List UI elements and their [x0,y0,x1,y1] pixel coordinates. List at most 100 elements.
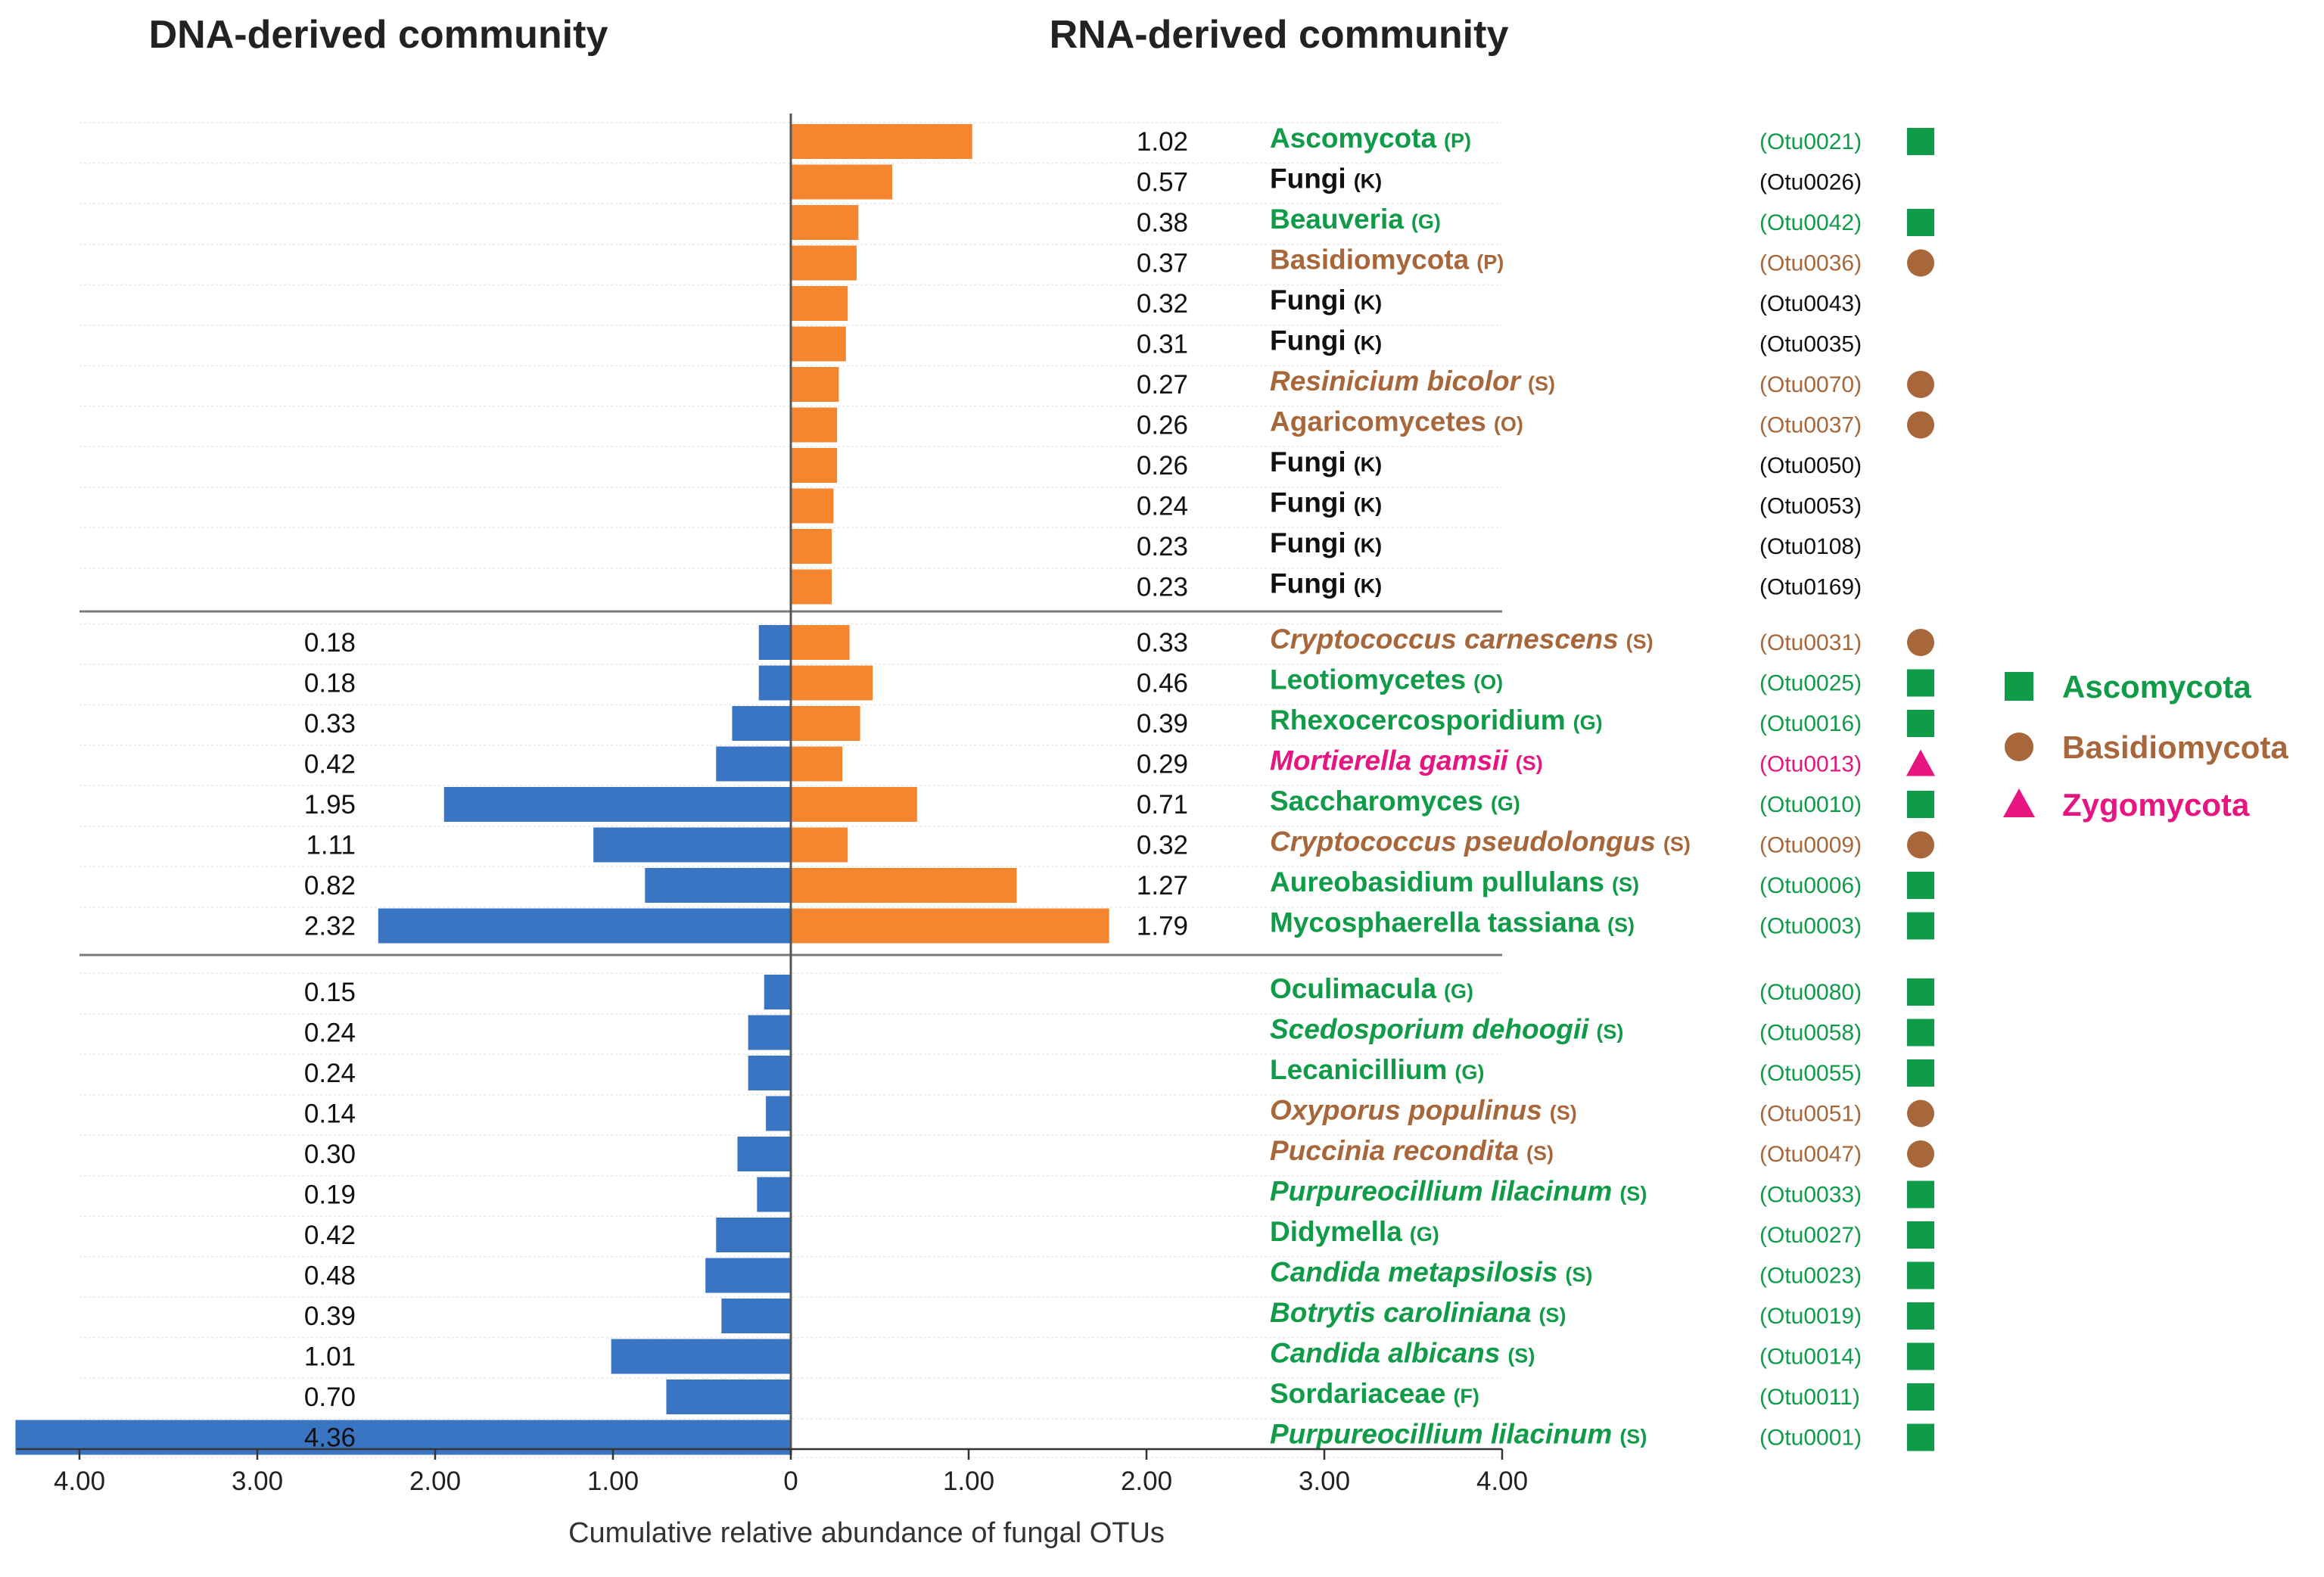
otu-id: (Otu0070) [1759,372,1862,397]
otu-id: (Otu0047) [1759,1142,1862,1167]
taxon-label: Purpureocillium lilacinum (S) [1270,1176,1647,1207]
rna-value-label: 0.57 [1137,168,1188,198]
taxon-label: Fungi (K) [1270,527,1382,558]
rna-bar [791,164,892,200]
taxon-name: Oculimacula [1270,973,1436,1004]
taxon-label: Oculimacula (G) [1270,973,1473,1004]
otu-id: (Otu0027) [1759,1223,1862,1248]
taxon-rank: (S) [1619,1183,1647,1205]
rna-value-label: 1.27 [1137,871,1188,900]
x-tick-label: 4.00 [54,1467,105,1496]
dna-value-label: 0.19 [304,1180,356,1210]
value-labels: 1.02 0.57 0.38 0.37 0.32 0.31 0.27 0.26 0.26 0.24… [304,127,1188,1453]
otu-id: (Otu0043) [1759,291,1862,316]
rna-value-label: 0.46 [1137,669,1188,698]
rna-value-label: 0.39 [1137,709,1188,739]
otu-id: (Otu0051) [1759,1102,1862,1127]
basidiomycota-circle-icon [1907,629,1934,656]
dna-bar [757,1177,791,1212]
taxon-name: Resinicium bicolor [1270,365,1523,397]
otu-id: (Otu0026) [1759,170,1862,195]
taxon-name: Fungi [1270,568,1346,599]
dna-bar [645,868,791,903]
dna-bar [764,975,791,1009]
rna-bar [791,205,859,240]
otu-id: (Otu0037) [1759,413,1862,438]
dna-bar [766,1096,791,1131]
taxon-rank: (G) [1573,711,1603,734]
dna-bar [705,1258,791,1293]
dna-value-label: 0.82 [304,871,356,900]
rna-value-label: 0.29 [1137,750,1188,779]
taxon-label: Candida albicans (S) [1270,1338,1535,1369]
taxon-name: Agaricomycetes [1270,406,1486,437]
dna-bar [378,908,791,944]
taxon-label: Fungi (K) [1270,325,1382,356]
taxon-rank: (S) [1663,833,1691,856]
ascomycota-square-icon [1907,872,1934,899]
x-tick-label: 0 [783,1467,798,1496]
otu-id: (Otu0014) [1759,1345,1862,1370]
dna-bar [732,706,791,741]
x-tick-label: 3.00 [232,1467,283,1496]
rna-bar [791,245,857,281]
ascomycota-square-icon [1907,1423,1934,1451]
taxon-name: Fungi [1270,487,1346,518]
taxon-rank: (S) [1507,1345,1535,1367]
otu-id: (Otu0033) [1759,1183,1862,1208]
ascomycota-square-icon [1907,209,1934,236]
otu-id: (Otu0042) [1759,210,1862,235]
rna-value-label: 0.26 [1137,411,1188,440]
dna-value-label: 0.30 [304,1140,356,1169]
otu-id: (Otu0010) [1759,792,1862,817]
ascomycota-square-icon [1907,1180,1934,1208]
taxon-label: Fungi (K) [1270,568,1382,599]
row-guides [79,122,1502,1458]
dna-value-label: 0.18 [304,628,356,658]
ascomycota-square-icon [1907,669,1934,697]
dna-value-label: 1.01 [304,1342,356,1372]
taxon-rank: (O) [1494,413,1523,436]
taxon-name: Fungi [1270,446,1346,477]
rna-bar [791,286,848,321]
ascomycota-square-icon [1907,1019,1934,1047]
dna-value-label: 0.24 [304,1019,356,1048]
otu-id: (Otu0009) [1759,833,1862,858]
taxon-rank: (S) [1596,1021,1623,1044]
rna-value-label: 0.24 [1137,492,1188,521]
rna-bar [791,407,838,443]
taxon-name: Aureobasidium pullulans [1270,866,1604,897]
taxon-rank: (S) [1565,1264,1592,1286]
dna-value-label: 0.18 [304,669,356,698]
otu-id: (Otu0013) [1759,752,1862,777]
taxon-name: Rhexocercosporidium [1270,705,1566,736]
taxon-label: Ascomycota (P) [1270,123,1471,154]
taxon-name: Candida albicans [1270,1338,1500,1369]
taxon-name: Lecanicillium [1270,1054,1447,1085]
dna-value-label: 2.32 [304,912,356,941]
dna-bar [758,665,791,701]
ascomycota-square-icon [1907,128,1934,155]
taxon-label: Scedosporium dehoogii (S) [1270,1014,1623,1045]
ascomycota-square-icon [1907,1221,1934,1249]
taxon-name: Fungi [1270,163,1346,194]
rna-value-label: 0.32 [1137,831,1188,860]
taxon-rank: (S) [1626,630,1654,653]
taxon-rank: (K) [1354,575,1382,598]
basidiomycota-circle-icon [1907,1100,1934,1128]
taxon-name: Cryptococcus carnescens [1270,624,1619,655]
taxon-name: Ascomycota [1270,123,1436,154]
otu-id: (Otu0055) [1759,1061,1862,1086]
taxon-label: Fungi (K) [1270,163,1382,194]
dna-value-label: 0.15 [304,978,356,1007]
taxon-label: Purpureocillium lilacinum (S) [1270,1419,1647,1450]
otu-id: (Otu0031) [1759,630,1862,655]
ascomycota-square-icon [1907,710,1934,737]
rna-bar [791,124,972,159]
rna-value-label: 0.33 [1137,628,1188,658]
rna-bar [791,569,832,605]
taxon-name: Basidiomycota [1270,244,1470,275]
rna-bar [791,448,838,483]
otu-id: (Otu0016) [1759,711,1862,736]
